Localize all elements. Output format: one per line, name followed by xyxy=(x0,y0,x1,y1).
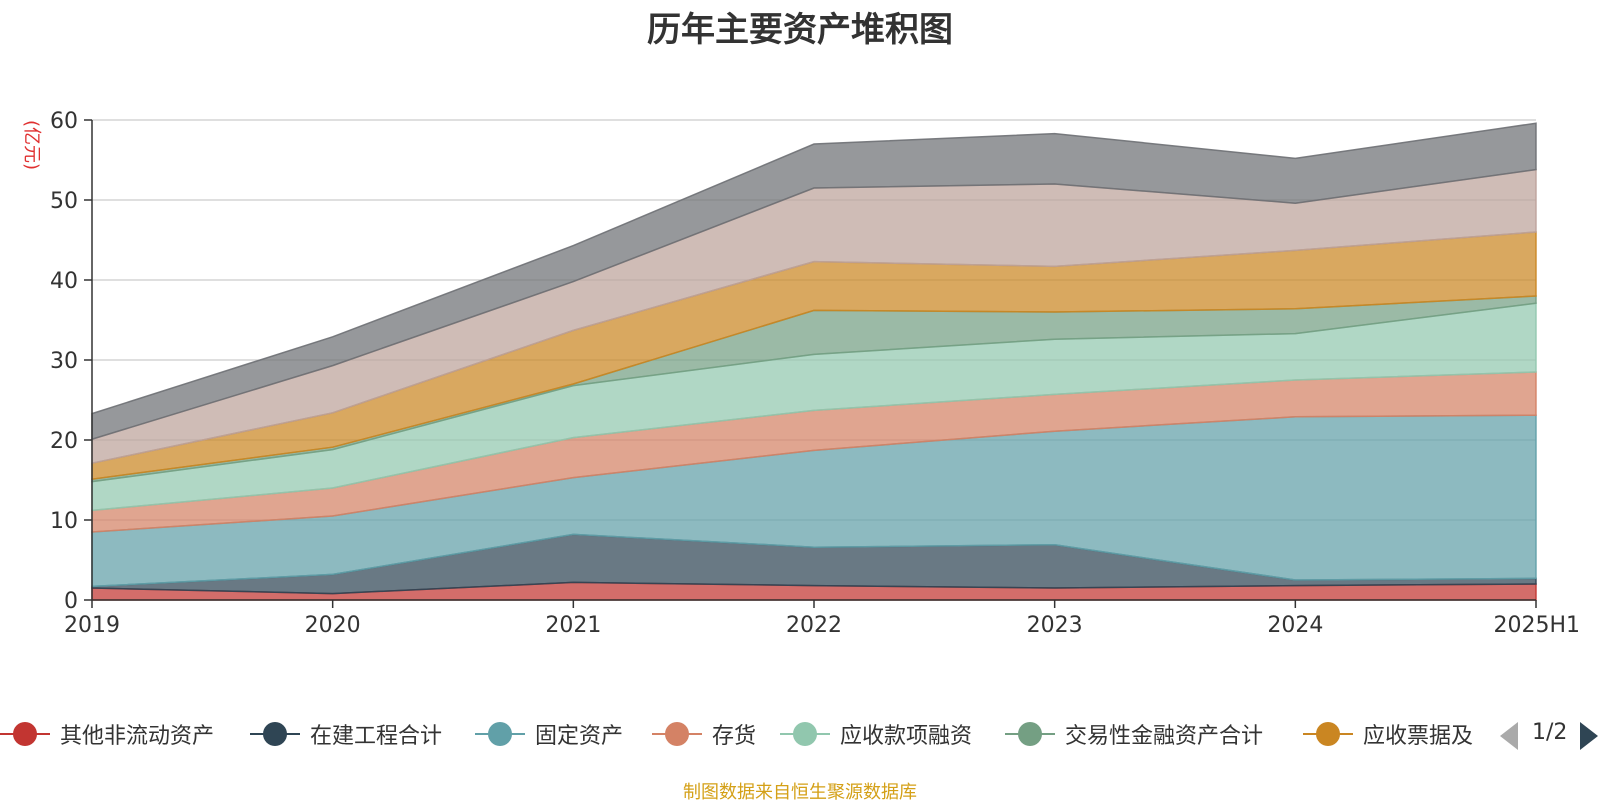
x-tick-labels: 2019 2020 2021 2022 2023 2024 2025H1 xyxy=(64,600,1580,638)
y-tick-label: 50 xyxy=(50,189,78,214)
x-tick-label: 2020 xyxy=(305,613,361,638)
area-series-layer xyxy=(91,122,1537,601)
legend-item-inventory[interactable]: 存货 xyxy=(652,712,756,756)
legend-swatch-icon xyxy=(652,712,702,756)
x-tick-label: 2024 xyxy=(1267,613,1323,638)
legend-swatch-icon xyxy=(780,712,830,756)
legend-pager: 1/2 xyxy=(1500,712,1600,756)
area-series-9[interactable] xyxy=(91,122,1537,441)
x-tick-label: 2022 xyxy=(786,613,842,638)
legend-swatch-icon xyxy=(0,712,50,756)
legend-label: 其他非流动资产 xyxy=(60,724,215,749)
legend: 其他非流动资产 在建工程合计 固定资产 存货 xyxy=(0,712,1600,756)
y-tick-label: 0 xyxy=(64,589,78,614)
x-tick-label: 2025H1 xyxy=(1493,613,1580,638)
legend-label: 在建工程合计 xyxy=(310,724,443,749)
legend-label: 交易性金融资产合计 xyxy=(1065,724,1264,749)
pager-next-arrow-icon[interactable] xyxy=(1580,722,1598,750)
legend-dot-icon xyxy=(665,722,689,746)
chart-title: 历年主要资产堆积图 xyxy=(647,10,953,50)
legend-label: 应收款项融资 xyxy=(840,724,973,749)
y-tick-label: 20 xyxy=(50,429,78,454)
y-tick-labels: 0 10 20 30 40 50 60 xyxy=(50,109,92,614)
y-tick-label: 60 xyxy=(50,109,78,134)
y-tick-label: 30 xyxy=(50,349,78,374)
legend-dot-icon xyxy=(793,722,817,746)
legend-swatch-icon xyxy=(1303,712,1353,756)
x-tick-label: 2023 xyxy=(1027,613,1083,638)
legend-item-construction-in-progress[interactable]: 在建工程合计 xyxy=(250,712,442,756)
legend-label: 存货 xyxy=(712,724,757,749)
legend-dot-icon xyxy=(13,722,37,746)
legend-item-notes-receivable[interactable]: 应收票据及 xyxy=(1303,712,1473,756)
x-tick-label: 2021 xyxy=(545,613,601,638)
legend-dot-icon xyxy=(1316,722,1340,746)
legend-label: 应收票据及 xyxy=(1363,724,1474,749)
source-note: 制图数据来自恒生聚源数据库 xyxy=(683,782,917,800)
legend-dot-icon xyxy=(1018,722,1042,746)
y-tick-label: 10 xyxy=(50,509,78,534)
legend-swatch-icon xyxy=(1005,712,1055,756)
y-tick-label: 40 xyxy=(50,269,78,294)
legend-item-receivables-financing[interactable]: 应收款项融资 xyxy=(780,712,972,756)
legend-label: 固定资产 xyxy=(535,724,624,749)
x-tick-label: 2019 xyxy=(64,613,120,638)
legend-item-fixed-assets[interactable]: 固定资产 xyxy=(475,712,623,756)
legend-item-other-noncurrent-assets[interactable]: 其他非流动资产 xyxy=(0,712,214,756)
pager-prev-arrow-icon[interactable] xyxy=(1500,722,1518,750)
legend-item-trading-financial-assets[interactable]: 交易性金融资产合计 xyxy=(1005,712,1263,756)
y-axis-unit-label: (亿元) xyxy=(21,120,42,170)
legend-swatch-icon xyxy=(250,712,300,756)
pager-page-indicator: 1/2 xyxy=(1532,720,1568,745)
legend-swatch-icon xyxy=(475,712,525,756)
legend-dot-icon xyxy=(488,722,512,746)
legend-dot-icon xyxy=(263,722,287,746)
